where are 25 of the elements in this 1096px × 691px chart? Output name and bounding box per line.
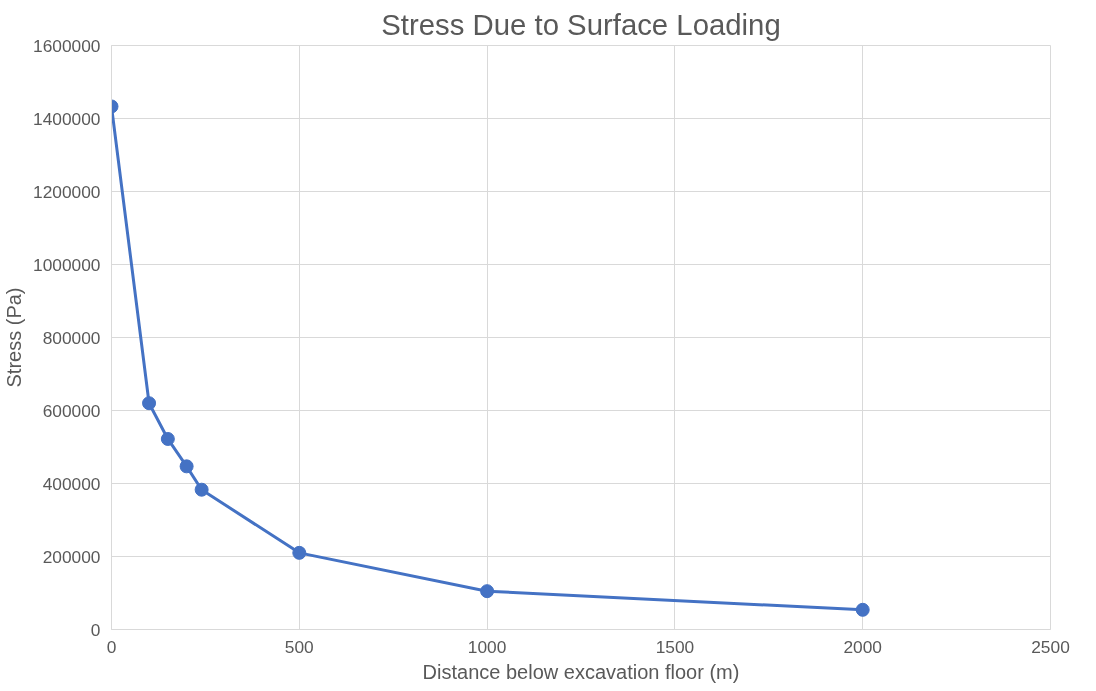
x-tick-label: 2500 — [1031, 636, 1070, 657]
point — [194, 482, 209, 497]
point — [292, 545, 307, 560]
y-tick-label: 200000 — [42, 546, 101, 567]
y-tick-label: 600000 — [42, 400, 101, 421]
y-axis-title: Stress (Pa) — [3, 287, 26, 388]
y-tick-label: 1600000 — [33, 35, 101, 56]
chart-title: Stress Due to Surface Loading — [381, 7, 781, 41]
x-tick-label: 1000 — [467, 636, 507, 657]
point — [160, 431, 175, 446]
point — [855, 602, 870, 617]
x-tick-label: 2000 — [843, 636, 882, 657]
point — [142, 396, 157, 411]
x-tick-label: 500 — [284, 636, 314, 657]
y-tick-label: 400000 — [42, 473, 101, 494]
y-tick-label: 0 — [90, 619, 101, 640]
y-tick-label: 1000000 — [33, 254, 101, 275]
x-tick-label: 0 — [106, 636, 117, 657]
point — [179, 459, 194, 474]
x-axis-title: Distance below excavation floor (m) — [422, 660, 740, 683]
y-tick-label: 1200000 — [33, 181, 101, 202]
y-tick-label: 800000 — [42, 327, 101, 348]
point — [480, 584, 495, 599]
x-tick-label: 1500 — [655, 636, 695, 657]
y-tick-label: 1400000 — [33, 108, 101, 129]
